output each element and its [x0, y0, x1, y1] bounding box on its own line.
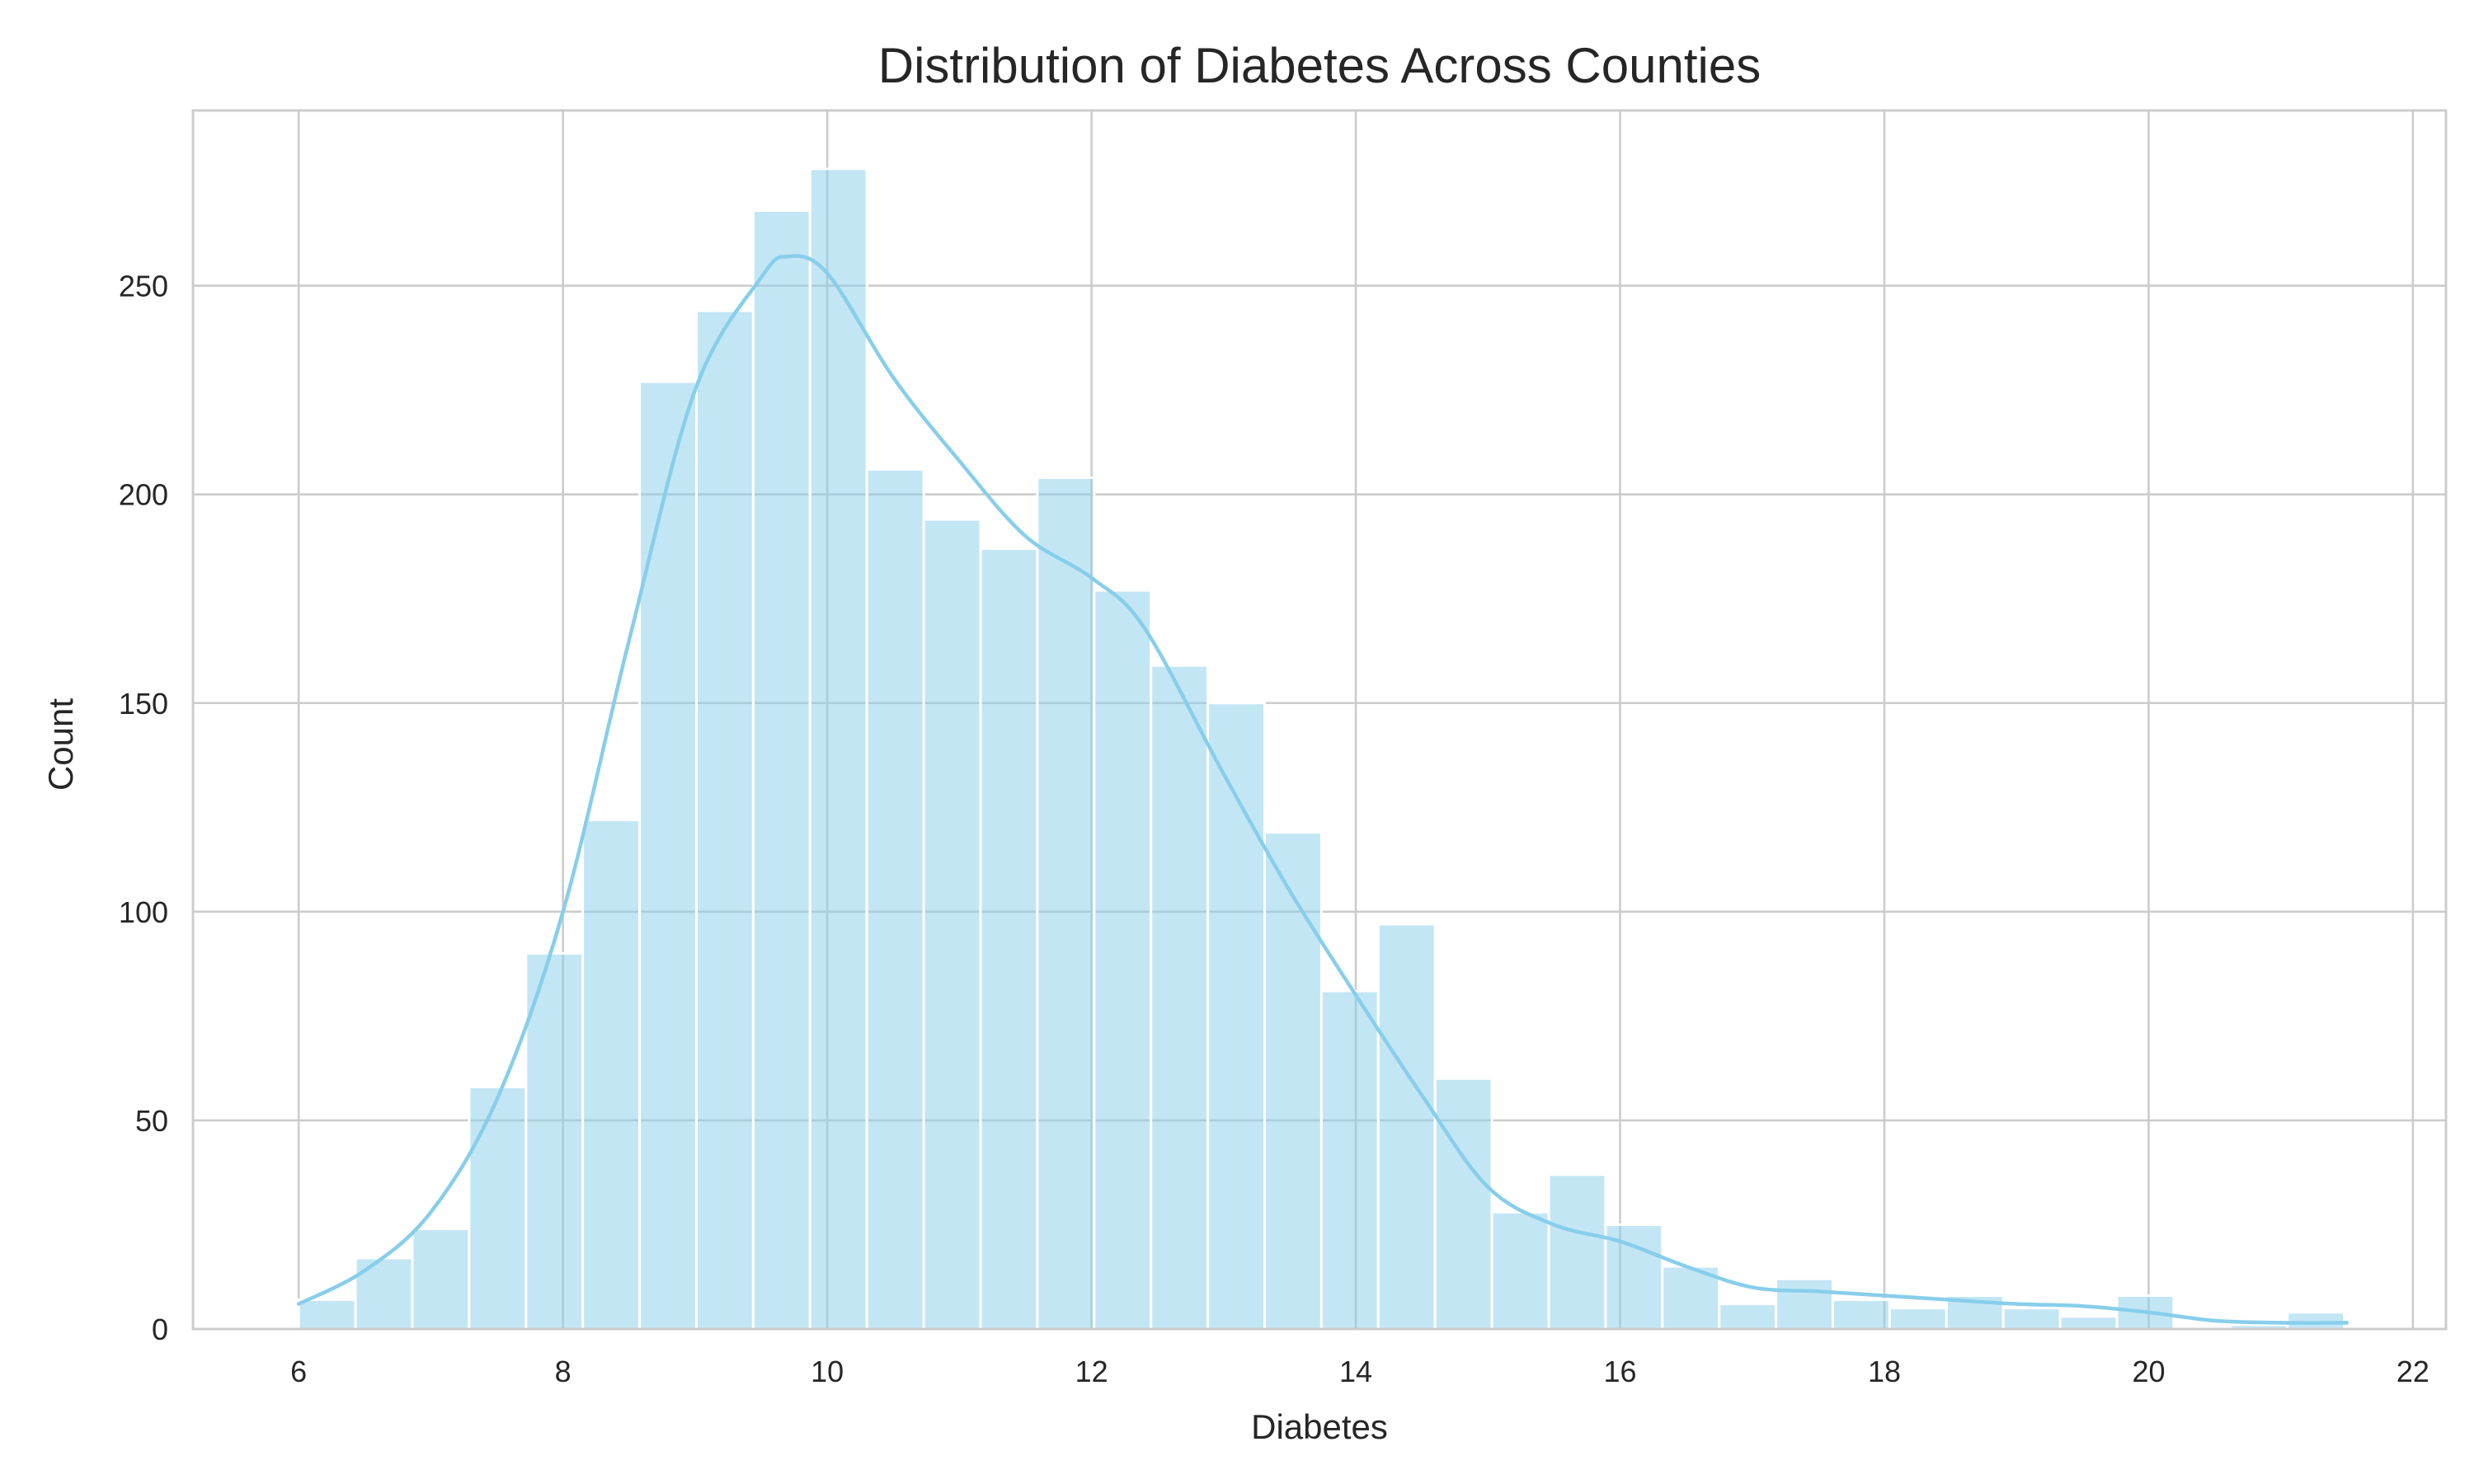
x-tick-label: 22: [2396, 1355, 2429, 1388]
histogram-bar: [1775, 1277, 1835, 1331]
x-tick-label: 14: [1339, 1355, 1372, 1388]
histogram-bar: [1376, 923, 1437, 1331]
plot-frame: [191, 109, 2448, 1331]
x-tick-label: 12: [1075, 1355, 1108, 1388]
kde-curve: [296, 254, 2349, 1325]
y-tick-label: 100: [119, 895, 168, 929]
histogram-bar: [1319, 989, 1380, 1331]
histogram-bar: [1206, 702, 1267, 1331]
x-tick-label: 18: [1868, 1355, 1901, 1388]
histogram-bar: [1888, 1307, 1948, 1331]
histogram-bar: [1661, 1265, 1721, 1331]
histogram-bar: [524, 951, 585, 1331]
histogram-bar: [1263, 831, 1323, 1331]
chart-title: Distribution of Diabetes Across Counties: [878, 38, 1761, 93]
histogram-bar: [411, 1228, 471, 1331]
histogram-bar: [865, 467, 925, 1331]
histogram-bar: [468, 1085, 528, 1331]
histogram-bar: [638, 380, 698, 1331]
x-axis-label: Diabetes: [1251, 1407, 1388, 1446]
histogram-bars: [297, 167, 2346, 1331]
x-tick-label: 20: [2132, 1355, 2165, 1388]
y-tick-label: 150: [119, 687, 168, 721]
histogram-bar: [2058, 1315, 2119, 1331]
x-tick-label: 10: [811, 1355, 844, 1388]
histogram-bar: [1490, 1210, 1550, 1331]
histogram-bar: [1433, 1077, 1493, 1331]
histogram-bar: [1093, 589, 1153, 1331]
histogram-bar: [1150, 664, 1210, 1331]
y-axis-label: Count: [41, 698, 80, 791]
y-axis-ticks: 0 50 100 150 200 250: [119, 270, 168, 1346]
histogram-bar: [922, 518, 982, 1331]
histogram-bar: [2286, 1311, 2346, 1331]
y-tick-label: 50: [135, 1104, 168, 1138]
x-tick-label: 16: [1604, 1355, 1637, 1388]
y-tick-label: 250: [119, 270, 168, 303]
histogram-bar: [751, 209, 811, 1331]
histogram-bar: [808, 167, 868, 1331]
y-tick-label: 200: [119, 478, 168, 512]
x-tick-label: 6: [290, 1355, 307, 1388]
x-tick-label: 8: [555, 1355, 571, 1388]
histogram-bar: [354, 1256, 414, 1331]
histogram-bar: [1036, 476, 1096, 1331]
histogram-bar: [1547, 1173, 1607, 1331]
histogram-bar: [1718, 1303, 1778, 1331]
histogram-bar: [581, 818, 642, 1331]
histogram-bar: [297, 1298, 357, 1331]
y-tick-label: 0: [152, 1313, 168, 1346]
histogram-bar: [2001, 1307, 2062, 1331]
histogram-bar: [1832, 1298, 1891, 1331]
x-axis-ticks: 6 8 10 12 14 16 18 20 22: [290, 1355, 2429, 1388]
histogram-bar: [694, 309, 755, 1331]
histogram-bar: [979, 547, 1039, 1331]
